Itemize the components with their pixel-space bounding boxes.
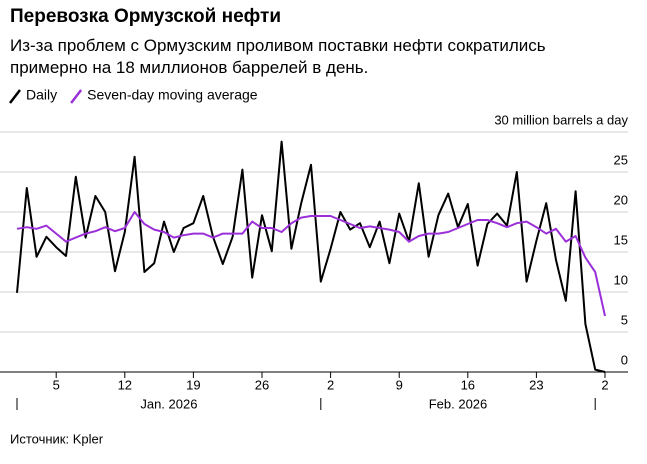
y-tick-label: 30 million barrels a day <box>494 112 628 127</box>
y-tick-label: 0 <box>621 352 628 367</box>
source: Источник: Kpler <box>10 431 104 446</box>
x-tick-label: 2 <box>327 377 334 392</box>
legend-label: Daily <box>26 87 57 103</box>
x-tick-label: 23 <box>529 377 543 392</box>
x-tick-label: 2 <box>601 377 608 392</box>
legend-swatch <box>70 89 83 104</box>
y-tick-label: 15 <box>614 232 628 247</box>
chart-title: Перевозка Ормузской нефти <box>10 6 282 27</box>
series-line <box>16 211 606 317</box>
x-tick-label: 5 <box>53 377 60 392</box>
x-tick-label: 19 <box>186 377 200 392</box>
y-tick-label: 25 <box>614 152 628 167</box>
period-label: Jan. 2026 <box>140 396 197 411</box>
y-tick-label: 20 <box>614 192 628 207</box>
x-tick-label: 12 <box>118 377 132 392</box>
legend-label: Seven-day moving average <box>87 87 258 103</box>
chart-subtitle: Из-за проблем с Ормузским проливом поста… <box>10 36 546 77</box>
series-line <box>16 140 606 373</box>
x-tick-label: 26 <box>255 377 269 392</box>
x-tick-label: 9 <box>396 377 403 392</box>
y-tick-label: 5 <box>621 312 628 327</box>
x-tick-label: 16 <box>461 377 475 392</box>
legend-swatch <box>9 89 21 104</box>
y-tick-label: 10 <box>614 272 628 287</box>
period-label: Feb. 2026 <box>429 396 488 411</box>
